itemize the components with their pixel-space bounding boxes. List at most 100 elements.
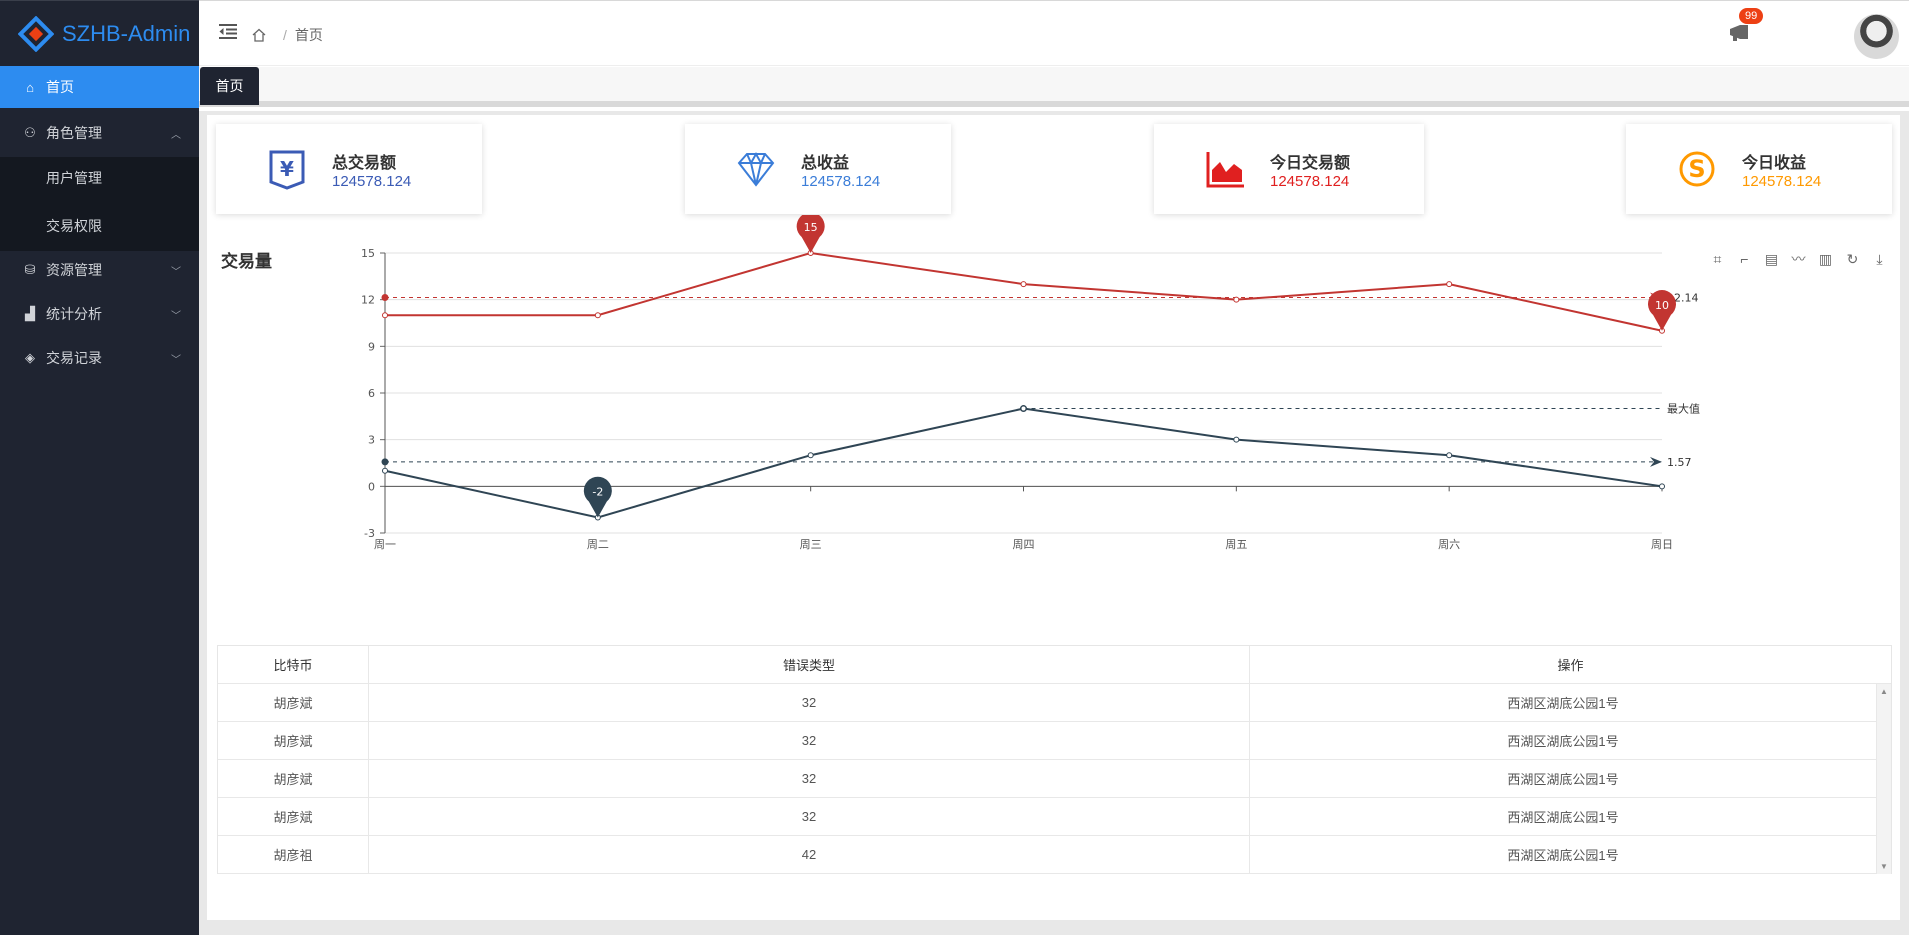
table-row[interactable]: 胡彦祖 42 西湖区湖底公园1号 (218, 836, 1876, 874)
table-cell: 胡彦斌 (218, 684, 369, 721)
mark-line-label: 1.57 (1667, 456, 1692, 469)
tab-home[interactable]: 首页 (200, 67, 259, 105)
zoom-reset-icon[interactable]: ⌐ (1740, 251, 1749, 267)
column-header[interactable]: 操作 (1557, 658, 1584, 673)
sidebar-subitem-permissions[interactable]: 交易权限 (0, 203, 199, 249)
tabs-bar: 首页 (199, 67, 1909, 107)
mark-point-label: 10 (1655, 299, 1669, 312)
data-point (1020, 405, 1027, 412)
table-cell: 胡彦斌 (218, 760, 369, 797)
chart-icon: ▟ (25, 306, 35, 321)
menu-fold-icon[interactable] (219, 23, 237, 39)
zoom-icon[interactable]: ⌗ (1713, 250, 1722, 267)
table-cell: 西湖区湖底公园1号 (1507, 696, 1619, 711)
mark-line-arrow (1650, 456, 1662, 467)
table-cell: 胡彦斌 (218, 798, 369, 835)
sidebar-item-stats[interactable]: ▟ 统计分析 ﹀ (0, 293, 199, 335)
table-cell: 西湖区湖底公园1号 (1507, 848, 1619, 863)
table-cell: 西湖区湖底公园1号 (1507, 734, 1619, 749)
logo-text: SZHB-Admin (62, 20, 191, 46)
breadcrumb-separator: / (283, 27, 287, 43)
mark-line-start (381, 458, 389, 466)
table-row[interactable]: 胡彦斌 32 西湖区湖底公园1号 (218, 760, 1876, 798)
data-point (1659, 483, 1665, 490)
mark-point-pin (1647, 290, 1676, 331)
breadcrumb-item[interactable]: 首页 (294, 27, 323, 43)
table-cell: 32 (369, 684, 1250, 721)
submenu (0, 157, 199, 251)
home-icon[interactable] (251, 27, 267, 43)
sidebar-item-resources[interactable]: ⛁ 资源管理 ﹀ (0, 249, 199, 291)
mark-line-start (381, 293, 389, 301)
sidebar-item-home[interactable]: ⌂ 首页 (0, 66, 199, 108)
data-view-icon[interactable]: ▤ (1764, 250, 1779, 267)
top-header: / 首页 99 (199, 0, 1909, 66)
scroll-down-icon[interactable]: ▼ (1880, 862, 1888, 871)
main-content: ¥ 总交易额 124578.124 总收益 124578.124 今日交易额 1… (199, 111, 1909, 935)
x-tick-label: 周六 (1438, 538, 1460, 551)
chart-title: 交易量 (221, 252, 272, 271)
diamond-icon: ◈ (25, 350, 35, 365)
sidebar-item-roles[interactable]: ⚇ 角色管理 ︿ (0, 112, 199, 154)
table-row[interactable]: 胡彦斌 32 西湖区湖底公园1号 (218, 722, 1876, 760)
chevron-up-icon: ︿ (171, 129, 181, 141)
home-icon: ⌂ (26, 79, 34, 95)
table-cell: 西湖区湖底公园1号 (1507, 772, 1619, 787)
stat-card-today-profit: S 今日收益 124578.124 (1626, 124, 1892, 214)
table-cell: 西湖区湖底公园1号 (1507, 810, 1619, 825)
y-tick-label: 12 (361, 294, 375, 307)
restore-icon[interactable]: ↻ (1846, 250, 1859, 267)
notification-icon[interactable] (1727, 21, 1753, 43)
series-line (385, 251, 1663, 332)
table-cell: 32 (369, 722, 1250, 759)
table-row[interactable]: 胡彦斌 32 西湖区湖底公园1号 (218, 684, 1876, 722)
x-tick-label: 周二 (587, 538, 609, 551)
card-value: 124578.124 (801, 173, 881, 190)
line-icon[interactable]: 〰 (1791, 251, 1806, 267)
table-row[interactable]: 胡彦斌 32 西湖区湖底公园1号 (218, 798, 1876, 836)
user-icon: ⚇ (24, 125, 36, 140)
sidebar-item-records[interactable]: ◈ 交易记录 ﹀ (0, 337, 199, 379)
stat-card-total-profit: 总收益 124578.124 (685, 124, 951, 214)
x-tick-label: 周四 (1013, 538, 1035, 551)
series-line (384, 407, 1663, 519)
sidebar-subitem-users[interactable]: 用户管理 (0, 155, 199, 201)
mark-line-label: 最大值 (1667, 402, 1700, 416)
sidebar-item-label: 资源管理 (46, 262, 102, 278)
skype-icon: S (1679, 151, 1715, 187)
card-title: 总收益 (801, 155, 850, 172)
data-point (382, 312, 388, 319)
data-point (1446, 452, 1453, 459)
column-header[interactable]: 错误类型 (369, 646, 1250, 683)
mark-point-label: 15 (804, 221, 818, 234)
table-cell: 32 (369, 798, 1250, 835)
area-chart-icon (1206, 152, 1244, 188)
diamond-icon (737, 151, 775, 187)
table-cell: 32 (369, 760, 1250, 797)
logo[interactable]: SZHB-Admin (0, 0, 199, 66)
notification-badge: 99 (1738, 7, 1765, 25)
scroll-up-icon[interactable]: ▲ (1880, 687, 1888, 696)
resource-icon: ⛁ (24, 262, 36, 277)
sidebar-item-label: 角色管理 (46, 125, 102, 141)
sidebar-subitem-label: 用户管理 (46, 170, 102, 186)
chevron-down-icon: ﹀ (171, 310, 181, 322)
card-title: 今日收益 (1742, 155, 1807, 172)
svg-text:¥: ¥ (280, 157, 294, 181)
logo-icon (18, 15, 54, 52)
bar-icon[interactable]: ▥ (1818, 250, 1833, 267)
card-title: 总交易额 (332, 155, 397, 172)
avatar[interactable] (1854, 14, 1899, 59)
sidebar-item-label: 交易记录 (46, 350, 102, 366)
sidebar-item-label: 统计分析 (46, 306, 102, 322)
column-header[interactable]: 比特币 (218, 646, 369, 683)
table-scrollbar[interactable]: ▲ ▼ (1876, 684, 1891, 874)
sidebar-subitem-label: 交易权限 (46, 218, 102, 234)
data-point (1233, 296, 1240, 303)
chevron-down-icon: ﹀ (171, 266, 181, 278)
data-point (1446, 281, 1453, 288)
stat-card-total-volume: ¥ 总交易额 124578.124 (216, 124, 482, 214)
download-icon[interactable]: ⤓ (1876, 250, 1883, 267)
data-point (807, 452, 814, 459)
